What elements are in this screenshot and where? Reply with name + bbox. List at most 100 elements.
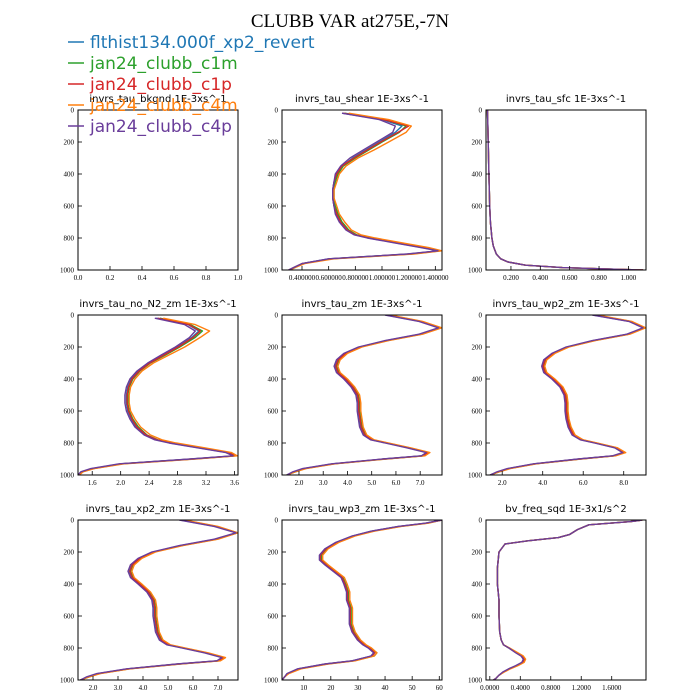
y-tick-label: 400 [268,171,279,179]
y-tick-label: 200 [472,344,483,352]
x-tick-label: 0.600000 [316,274,343,282]
series-line-2 [486,110,644,270]
panel-5: invrs_tau_zm 1E-3xs^-1 2.0 3.0 4.0 5.0 6.0 7.0… [264,299,443,487]
x-tick-label: 1.000 [621,274,637,282]
y-tick-label: 1000 [60,267,75,275]
x-tick-label: 5.0 [164,684,173,692]
plot-frame [281,519,443,681]
x-tick-label: 60 [436,684,444,692]
series-line-4 [486,110,644,270]
y-tick-label: 1000 [264,267,279,275]
y-tick-label: 200 [268,549,279,557]
y-tick-label: 600 [472,408,483,416]
legend: flthist134.000f_xp2_revertjan24_clubb_c1… [68,33,315,137]
x-tick-label: 30 [354,684,362,692]
x-tick-label: 0.200 [503,274,519,282]
legend-item: jan24_clubb_c1m [68,54,238,74]
x-tick-label: 1.2000 [572,684,592,692]
series-line-4 [78,317,238,475]
x-tick-label: 20 [327,684,335,692]
legend-label: jan24_clubb_c4m [89,96,238,116]
panel-7: invrs_tau_xp2_zm 1E-3xs^-1 2.0 3.0 4.0 5.0 6.… [60,504,239,692]
legend-label: flthist134.000f_xp2_revert [90,33,315,53]
panel-title: invrs_tau_wp2_zm 1E-3xs^-1 [493,299,640,310]
y-tick-label: 1000 [60,472,75,480]
panel-8: invrs_tau_wp3_zm 1E-3xs^-110 20 30 40 50 6002… [264,504,443,692]
x-tick-label: 7.0 [214,684,223,692]
series-line-1 [286,315,441,475]
x-tick-label: 0.4000 [511,684,531,692]
y-tick-label: 200 [472,549,483,557]
legend-item: jan24_clubb_c4m [68,96,238,116]
plot-frame [485,519,647,681]
x-tick-label: 2.0 [498,479,507,487]
plot-frame [77,314,239,476]
x-tick-label: 0.4 [138,274,147,282]
x-tick-label: 0.0000 [480,684,500,692]
y-tick-label: 1000 [468,472,483,480]
y-tick-label: 600 [64,203,75,211]
series-line-4 [282,520,442,680]
y-tick-label: 800 [268,645,279,653]
series-group [78,317,238,475]
series-line-3 [486,110,644,270]
series-line-4 [489,315,646,475]
y-tick-label: 600 [472,203,483,211]
y-tick-label: 0 [275,517,279,525]
series-group [282,520,442,680]
y-tick-label: 200 [268,139,279,147]
y-tick-label: 400 [64,581,75,589]
y-tick-label: 600 [268,203,279,211]
series-group [489,315,646,475]
series-line-5 [80,520,237,680]
y-tick-label: 600 [268,613,279,621]
series-line-5 [282,520,442,680]
series-line-5 [286,315,440,475]
panel-9: bv_freq_sqd 1E-3x1/s^2 0.0000 0.4000 0.8000… [468,504,647,692]
panel-title: invrs_tau_shear 1E-3xs^-1 [295,94,429,105]
y-tick-label: 800 [472,235,483,243]
series-line-3 [493,520,643,680]
x-tick-label: 2.0 [295,479,304,487]
panel-3: invrs_tau_sfc 1E-3xs^-1 0.200 0.400 0.600 0.… [468,94,647,282]
series-line-1 [78,317,236,475]
plot-frame [77,519,239,681]
panel-title: invrs_tau_no_N2_zm 1E-3xs^-1 [79,299,236,310]
legend-label: jan24_clubb_c1p [89,75,232,95]
series-line-4 [289,112,442,270]
y-tick-label: 400 [64,376,75,384]
x-tick-label: 3.0 [319,479,328,487]
y-tick-label: 600 [268,408,279,416]
panel-title: invrs_tau_bkgnd 1E-3xs^-1 [89,94,226,105]
series-line-2 [493,520,643,680]
x-tick-label: 0.800000 [342,274,369,282]
plot-frame [485,314,647,476]
series-line-5 [489,315,644,475]
y-tick-label: 400 [268,581,279,589]
series-group [80,520,238,680]
y-tick-label: 1000 [264,677,279,685]
y-tick-label: 1000 [60,677,75,685]
series-line-2 [78,317,237,475]
y-tick-label: 400 [472,376,483,384]
panel-1: invrs_tau_bkgnd 1E-3xs^-1 0.0 0.2 0.4 0.6 0.8… [60,94,243,282]
panel-title: bv_freq_sqd 1E-3x1/s^2 [505,504,627,515]
y-tick-label: 1000 [468,267,483,275]
series-line-1 [486,110,644,270]
series-line-3 [78,317,236,475]
y-tick-label: 0 [71,107,75,115]
y-tick-label: 0 [479,312,483,320]
y-tick-label: 800 [64,235,75,243]
legend-item: jan24_clubb_c4p [68,117,232,137]
x-tick-label: 1.400000 [422,274,449,282]
x-tick-label: 1.6 [88,479,97,487]
y-tick-label: 800 [64,440,75,448]
x-tick-label: 6.0 [579,479,588,487]
y-tick-label: 1000 [264,472,279,480]
y-tick-label: 600 [472,613,483,621]
series-line-3 [282,520,442,680]
series-line-1 [282,520,442,680]
plot-frame [281,314,443,476]
x-tick-label: 1.000000 [369,274,396,282]
y-tick-label: 400 [64,171,75,179]
